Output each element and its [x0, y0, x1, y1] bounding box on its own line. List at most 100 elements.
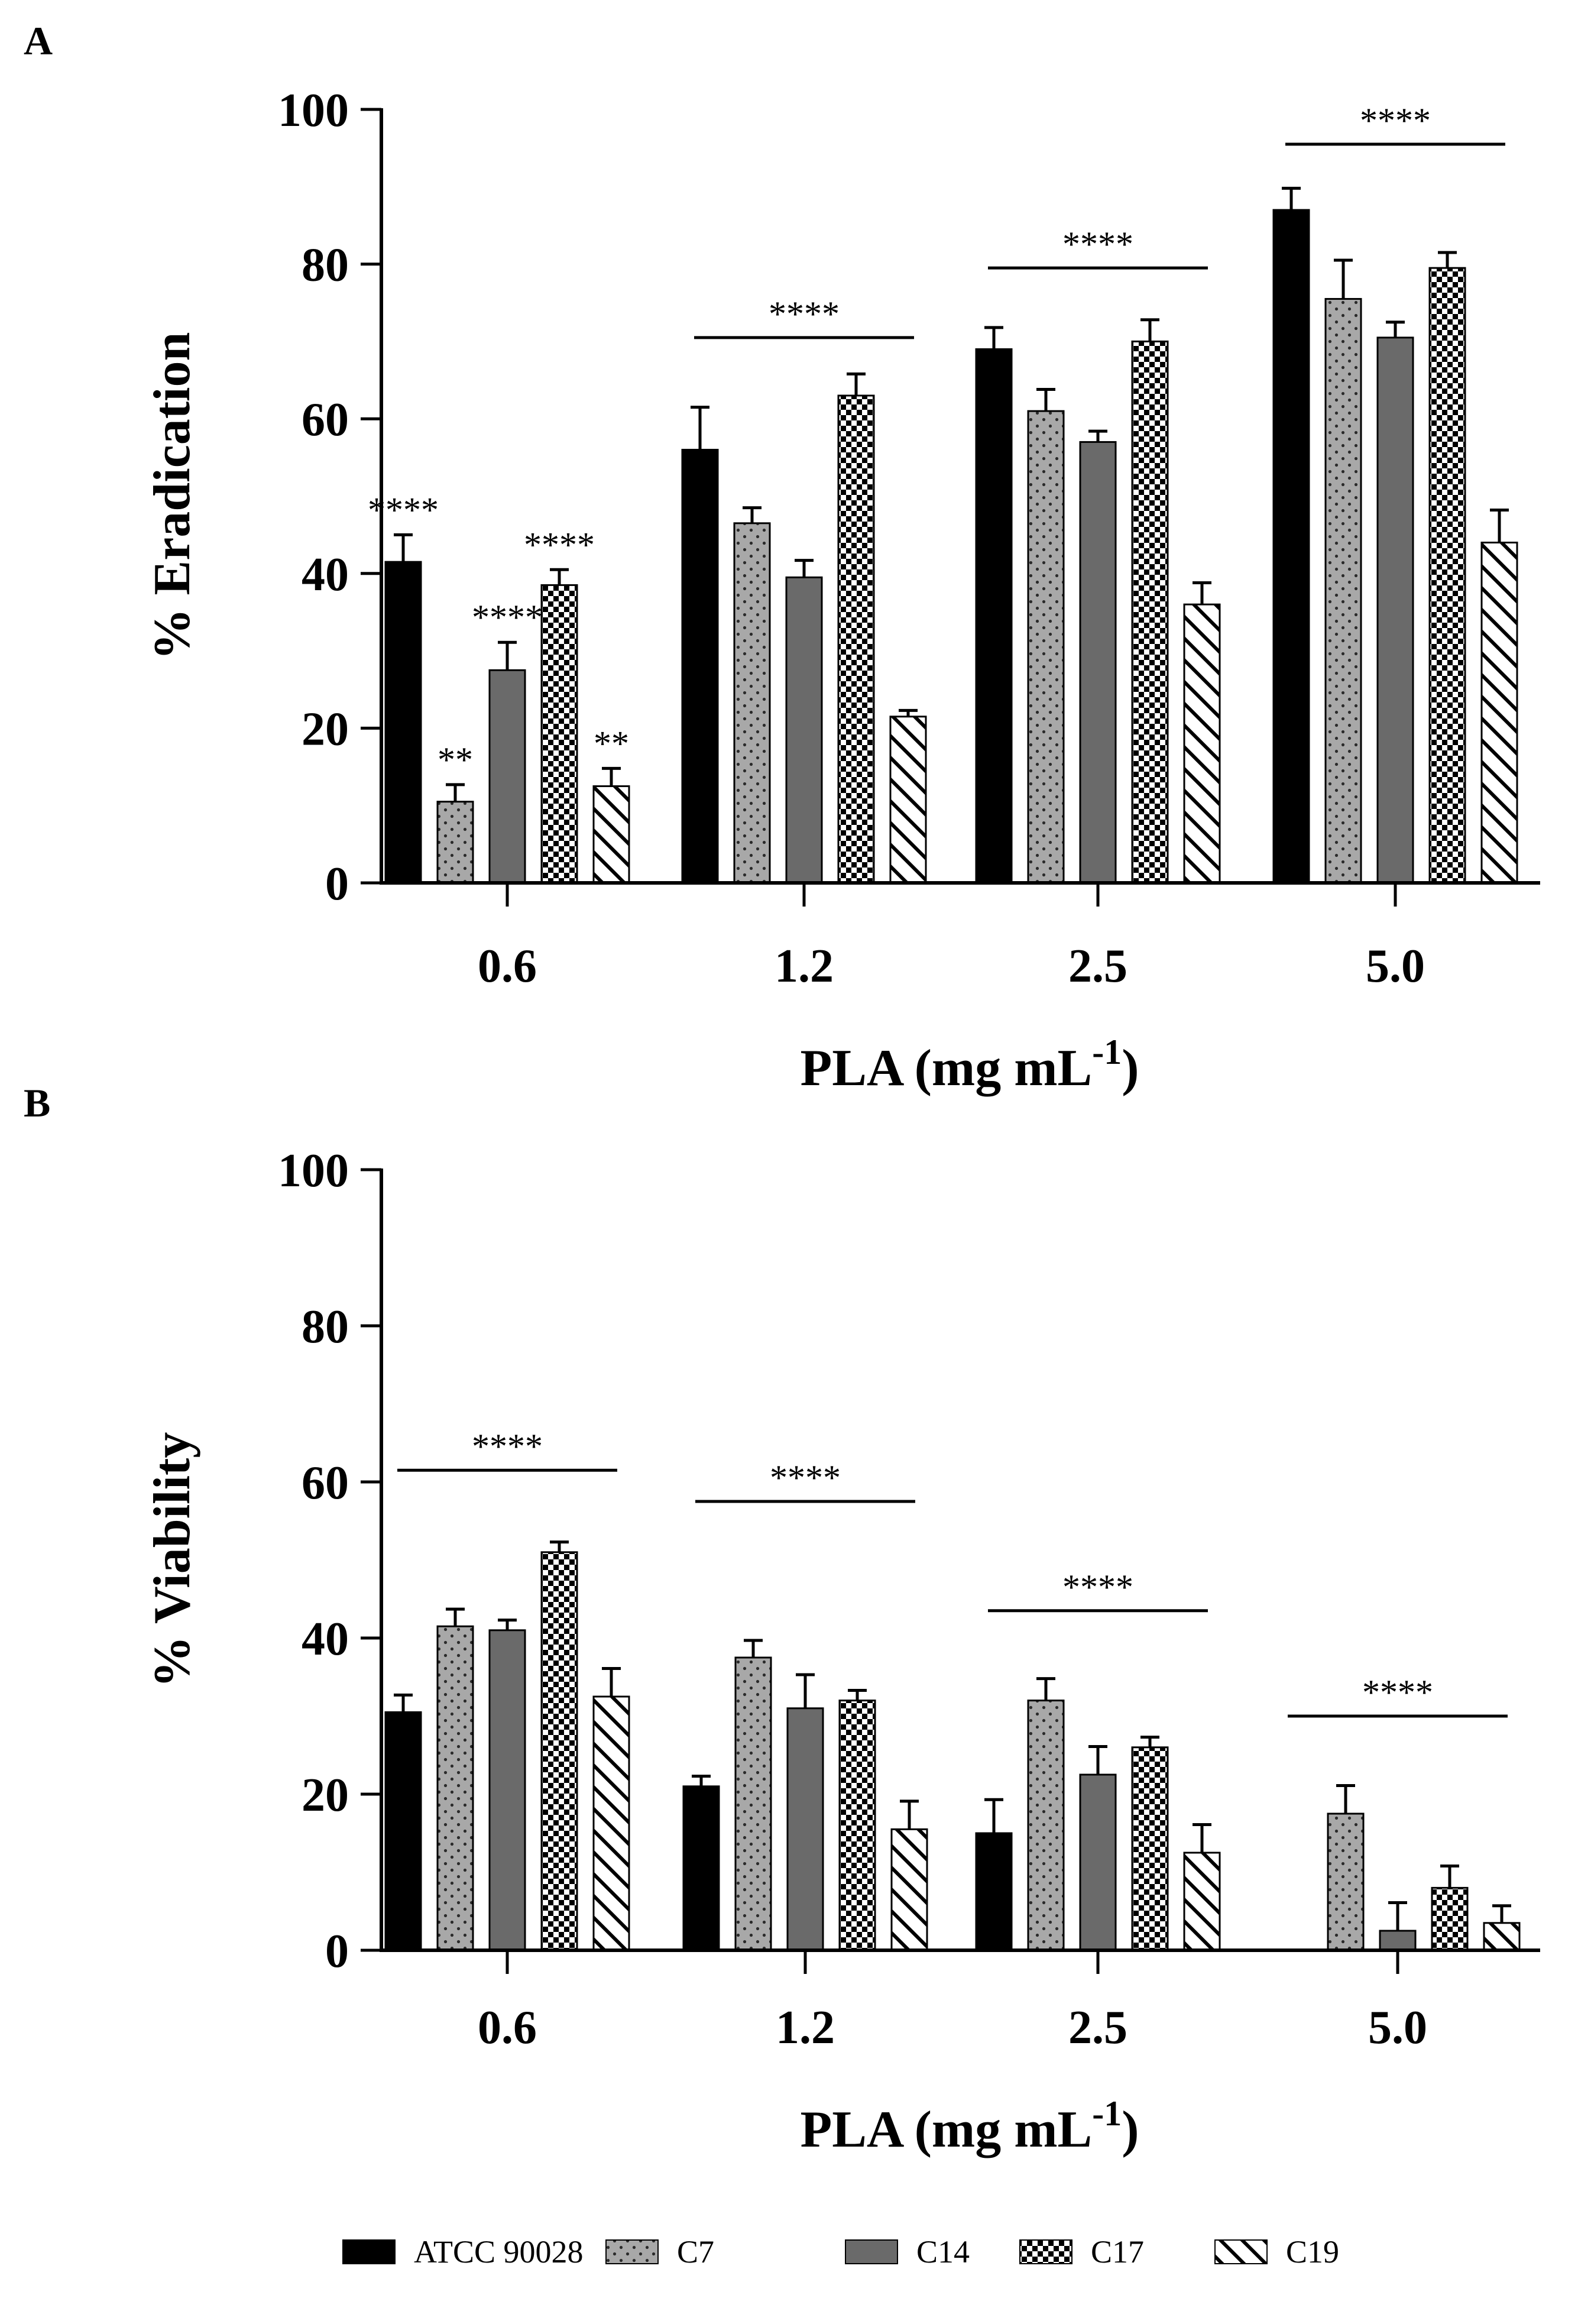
- bar: [1480, 541, 1518, 884]
- y-tick-label: 100: [278, 85, 349, 137]
- y-tick-label: 40: [302, 549, 349, 601]
- bar: [889, 716, 927, 884]
- y-tick-label: 100: [278, 1145, 349, 1197]
- bar: [890, 1828, 928, 1951]
- bar: [1428, 267, 1466, 884]
- x-axis-title-main: PLA (mg mL: [800, 1040, 1092, 1097]
- x-tick-label: 1.2: [775, 940, 834, 992]
- legend-swatch: [1019, 2239, 1072, 2264]
- bar: [1183, 1852, 1221, 1951]
- legend-swatch: [1214, 2239, 1268, 2264]
- bar: [1324, 297, 1362, 884]
- bar: [733, 522, 771, 884]
- significance-label: ****: [1062, 225, 1133, 264]
- x-tick-label: 5.0: [1366, 940, 1425, 992]
- bar: [1431, 1886, 1469, 1951]
- y-tick-label: 80: [302, 239, 349, 292]
- significance-label: ****: [770, 1458, 841, 1497]
- panel-letter: B: [24, 1080, 50, 1125]
- bar: [1376, 336, 1414, 884]
- y-tick-label: 60: [302, 1457, 349, 1509]
- x-axis-title-main: PLA (mg mL: [800, 2101, 1092, 2158]
- legend-item: C7: [605, 2234, 714, 2270]
- legend-swatch: [342, 2239, 396, 2264]
- y-axis-title: % Eradication: [144, 332, 201, 661]
- bar: [1379, 1930, 1417, 1951]
- legend-item: C19: [1214, 2234, 1339, 2270]
- significance-label: ****: [472, 598, 543, 637]
- x-axis-title-sup: -1: [1092, 2094, 1122, 2133]
- y-tick-label: 0: [325, 858, 349, 910]
- panel-letter: A: [24, 18, 53, 63]
- y-tick-label: 20: [302, 703, 349, 755]
- panel-B: B 0.6 1.2 2.5 5.0 **** **** **** **** 0 20 40 60 80 10…: [24, 1080, 1540, 2158]
- bar: [682, 1785, 720, 1951]
- bar: [681, 449, 719, 884]
- legend: ATCC 90028 C7 C14 C17 C19: [342, 2234, 1339, 2270]
- bar: [384, 1711, 422, 1951]
- bar: [975, 348, 1013, 884]
- bar: [1272, 209, 1310, 884]
- bar: [488, 1629, 526, 1951]
- bar: [540, 584, 578, 884]
- significance-label: ****: [368, 490, 439, 529]
- y-tick-label: 80: [302, 1301, 349, 1353]
- bar: [1131, 340, 1169, 884]
- x-axis-title-close: ): [1122, 1040, 1139, 1097]
- bar: [436, 1625, 474, 1951]
- x-tick-label: 2.5: [1068, 2002, 1127, 2054]
- x-axis-title-sup: -1: [1092, 1032, 1122, 1072]
- bar: [838, 1700, 876, 1951]
- bar: [488, 669, 526, 884]
- legend-label: C7: [677, 2234, 714, 2270]
- legend-item: C17: [1019, 2234, 1144, 2270]
- significance-label: **: [438, 740, 473, 779]
- bar: [734, 1656, 772, 1951]
- bar: [1327, 1812, 1365, 1951]
- x-tick-label: 0.6: [478, 2002, 537, 2054]
- bar: [1027, 1700, 1065, 1951]
- y-tick-label: 0: [325, 1925, 349, 1977]
- x-axis-title: PLA (mg mL-1): [800, 1032, 1139, 1097]
- bar: [592, 785, 630, 884]
- y-axis-title: % Viability: [144, 1432, 201, 1688]
- y-tick-label: 20: [302, 1769, 349, 1821]
- significance-label: **: [594, 724, 629, 763]
- significance-label: ****: [1062, 1568, 1133, 1607]
- x-axis-title-close: ): [1122, 2101, 1139, 2158]
- bar: [1027, 410, 1065, 884]
- panel-A: A0.6 1.2 2.5 5.0***************************…: [24, 18, 1540, 1097]
- y-tick-label: 40: [302, 1613, 349, 1665]
- x-axis-title: PLA (mg mL-1): [800, 2094, 1139, 2158]
- legend-item: ATCC 90028: [342, 2234, 584, 2270]
- x-tick-label: 5.0: [1368, 2002, 1427, 2054]
- significance-label: ****: [769, 294, 840, 334]
- bar: [837, 394, 875, 884]
- bar: [1131, 1746, 1169, 1951]
- bar: [1079, 1773, 1117, 1951]
- legend-swatch: [605, 2239, 659, 2264]
- bar: [786, 1707, 824, 1951]
- legend-label: C17: [1091, 2234, 1144, 2270]
- bar: [384, 561, 422, 884]
- x-tick-label: 2.5: [1068, 940, 1127, 992]
- legend-label: C14: [916, 2234, 970, 2270]
- legend-label: ATCC 90028: [414, 2234, 584, 2270]
- bar: [540, 1551, 578, 1951]
- bar: [975, 1832, 1013, 1951]
- bar: [1079, 441, 1117, 884]
- x-tick-label: 1.2: [776, 2002, 835, 2054]
- y-tick-label: 60: [302, 394, 349, 446]
- x-tick-label: 0.6: [478, 940, 537, 992]
- bar: [1483, 1922, 1521, 1951]
- significance-label: ****: [1360, 101, 1431, 140]
- legend-label: C19: [1286, 2234, 1339, 2270]
- significance-label: ****: [472, 1427, 543, 1466]
- bar: [1183, 603, 1221, 884]
- legend-swatch: [845, 2239, 898, 2264]
- bar: [785, 576, 823, 884]
- significance-label: ****: [1362, 1673, 1433, 1712]
- bar: [436, 801, 474, 884]
- significance-label: ****: [524, 525, 595, 564]
